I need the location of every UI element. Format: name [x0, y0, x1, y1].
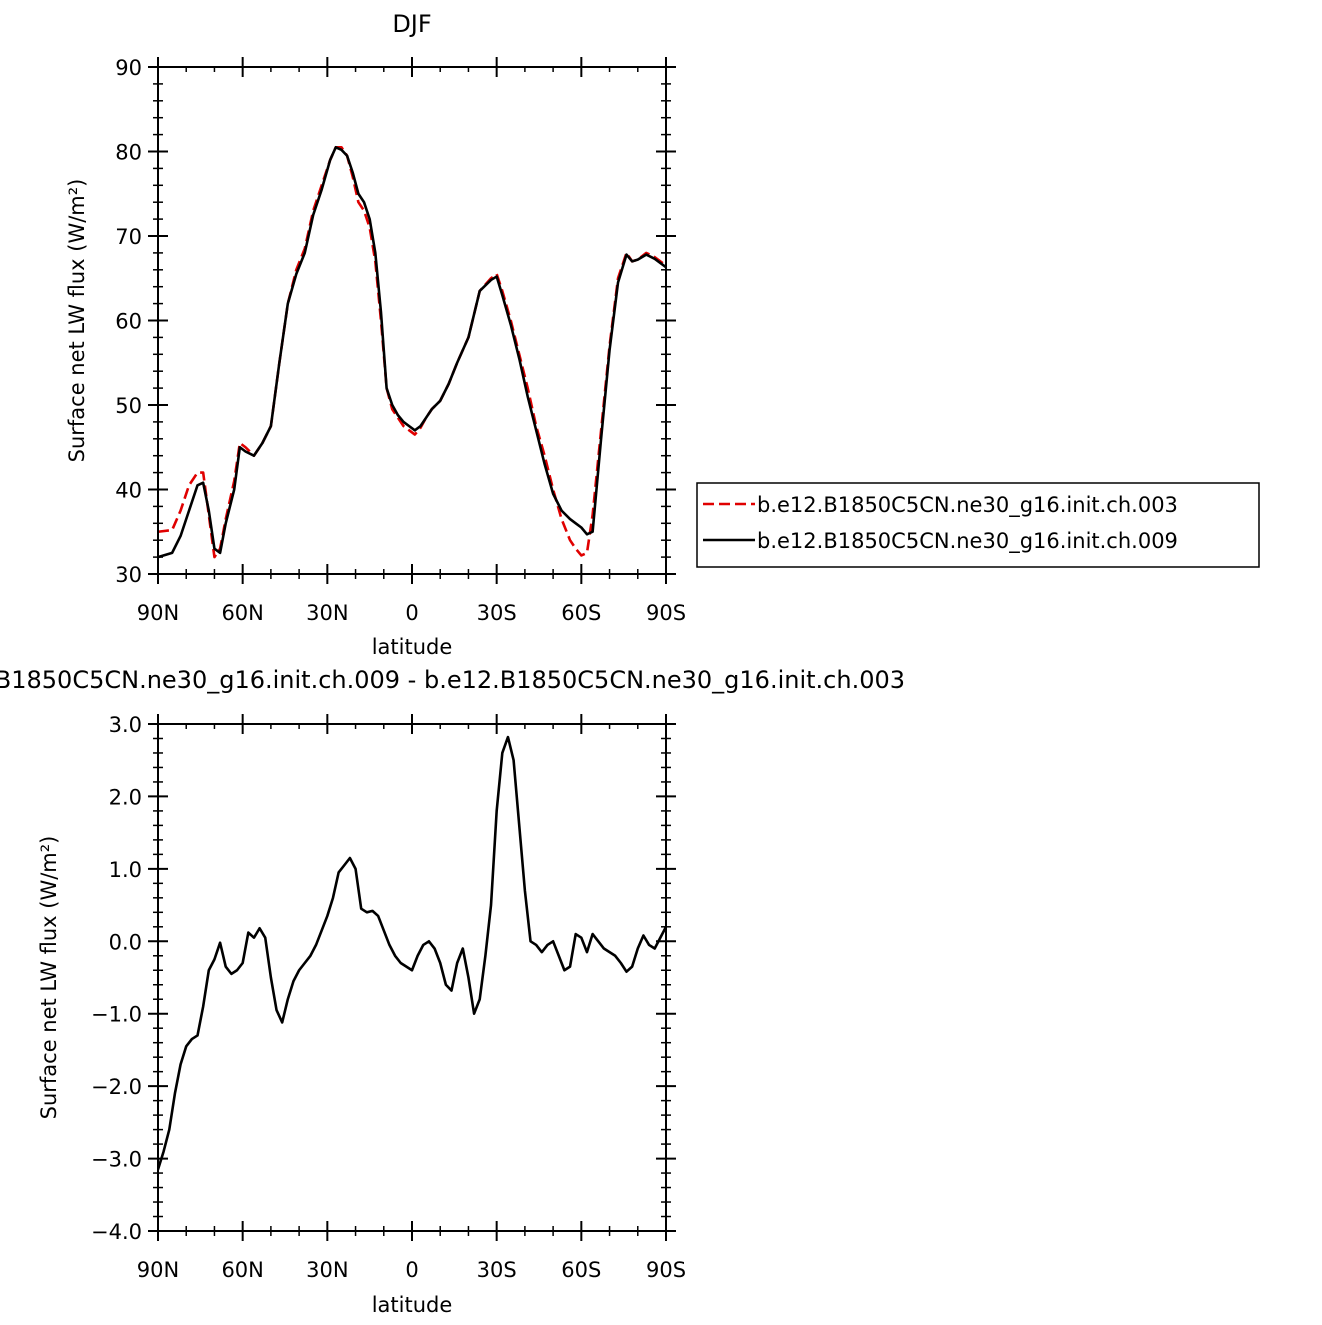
y-tick-label: 2.0	[109, 785, 142, 809]
legend: b.e12.B1850C5CN.ne30_g16.init.ch.003 b.e1…	[696, 482, 1260, 568]
x-tick-label: 60S	[561, 601, 601, 625]
y-tick-label: 70	[115, 225, 142, 249]
y-tick-label: 30	[115, 563, 142, 587]
y-tick-label: −1.0	[91, 1003, 142, 1027]
y-tick-label: 1.0	[109, 858, 142, 882]
series-line-difference	[158, 735, 666, 1170]
top-panel: DJF 90N 60N 30N 0 30S 60S 90S 30 40 50 60 70 80 90 lati…	[65, 10, 686, 659]
legend-label-ch009: b.e12.B1850C5CN.ne30_g16.init.ch.009	[757, 529, 1178, 554]
legend-box	[696, 482, 1260, 568]
x-tick-label: 30S	[477, 601, 517, 625]
y-tick-label: −3.0	[91, 1148, 142, 1172]
x-tick-label: 30N	[306, 601, 348, 625]
y-tick-label: 50	[115, 394, 142, 418]
x-tick-label: 0	[405, 1258, 418, 1282]
x-tick-label: 90N	[137, 601, 179, 625]
y-tick-label: 60	[115, 310, 142, 334]
y-tick-label: 40	[115, 479, 142, 503]
x-tick-label: 90N	[137, 1258, 179, 1282]
series-line-ch009	[158, 145, 666, 559]
x-tick-label: 30S	[477, 1258, 517, 1282]
plot-frame	[157, 723, 667, 1232]
legend-label-ch003: b.e12.B1850C5CN.ne30_g16.init.ch.003	[757, 493, 1178, 518]
y-axis-label: Surface net LW flux (W/m²)	[37, 836, 61, 1120]
x-axis-label: latitude	[372, 1293, 453, 1317]
y-tick-label: 0.0	[109, 930, 142, 954]
x-tick-label: 90S	[646, 1258, 686, 1282]
x-tick-label: 60N	[221, 1258, 263, 1282]
series-line-ch003	[158, 145, 666, 559]
x-tick-label: 0	[405, 601, 418, 625]
x-tick-label: 30N	[306, 1258, 348, 1282]
y-tick-label: 90	[115, 56, 142, 80]
plot-frame	[157, 66, 667, 575]
y-tick-label: 80	[115, 141, 142, 165]
bottom-panel: b.e12.B1850C5CN.ne30_g16.init.ch.009 - b…	[0, 666, 905, 1317]
x-axis-label: latitude	[372, 635, 453, 659]
x-tick-label: 60S	[561, 1258, 601, 1282]
y-tick-label: −4.0	[91, 1220, 142, 1244]
y-tick-label: −2.0	[91, 1075, 142, 1099]
y-tick-label: 3.0	[109, 713, 142, 737]
x-tick-label: 60N	[221, 601, 263, 625]
chart-title: DJF	[392, 10, 431, 38]
chart-title: b.e12.B1850C5CN.ne30_g16.init.ch.009 - b…	[0, 666, 905, 694]
x-tick-label: 90S	[646, 601, 686, 625]
y-axis-label: Surface net LW flux (W/m²)	[65, 179, 89, 463]
